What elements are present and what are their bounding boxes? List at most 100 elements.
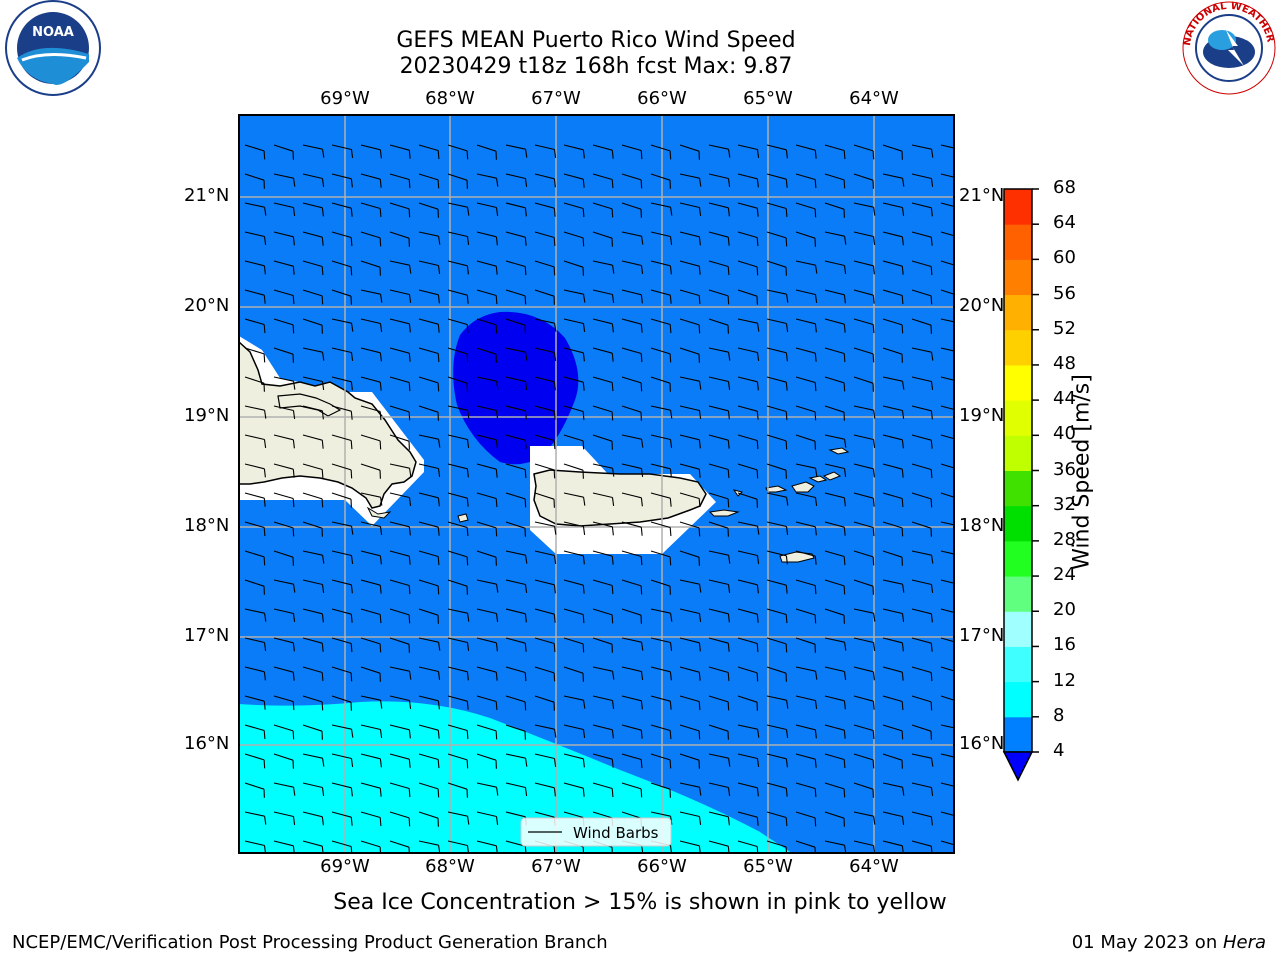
wind-barb [824,231,847,245]
wind-barb [592,695,615,710]
wind-barb [621,579,643,595]
wind-barb [650,666,672,681]
colorbar-segment [1004,646,1032,683]
colorbar-tick-label: 64 [1053,212,1076,234]
wind-barb [621,521,643,536]
wind-barb [447,347,469,363]
wind-barb [679,173,702,187]
wind-barb [853,434,876,449]
wind-barb [853,608,876,622]
wind-barb [476,260,498,275]
wind-barb [476,173,499,187]
wind-barb [418,173,440,189]
wind-barb [766,405,788,421]
wind-barb [679,289,701,305]
wind-barb [418,666,441,681]
wind-barb [824,405,845,421]
wind-barb [592,463,615,477]
wind-barb [360,173,382,188]
wind-barb [911,608,933,623]
wind-barb [563,753,585,768]
wind-barb [940,376,954,383]
wind-barb [650,608,673,622]
wind-barb [244,347,266,363]
wind-barb [273,637,295,652]
wind-barb [563,173,585,188]
wind-barb [882,376,905,390]
wind-barb [563,695,586,709]
wind-barb [476,144,497,160]
colorbar-tick-label: 4 [1053,740,1065,761]
wind-barb [650,492,672,507]
wind-barb [679,608,702,623]
wind-barb [360,608,382,624]
wind-barb [737,260,759,276]
wind-barb [273,753,294,769]
wind-barb [592,231,613,247]
footer-left: NCEP/EMC/Verification Post Processing Pr… [12,932,608,953]
wind-barb [940,260,954,268]
wind-barb [911,173,934,188]
wind-barb [679,405,702,420]
wind-barb [679,376,702,390]
wind-barb [505,608,527,623]
wind-barb [708,550,731,564]
wind-barb [795,173,817,189]
wind-barb [650,434,673,449]
wind-barb [621,289,643,304]
wind-barb [244,579,265,595]
wind-barb [273,376,296,390]
wind-barb [795,347,817,362]
wind-barb [853,144,875,160]
wind-barb [273,202,296,217]
wind-barb [244,144,266,160]
wind-barb [505,289,527,305]
wind-barb [302,666,324,682]
footer-host: Hera [1222,932,1266,953]
wind-barb [331,463,353,479]
wind-barb [302,173,325,188]
high-wind-region [239,701,792,853]
wind-barb [911,376,934,391]
wind-barb [505,492,527,508]
wind-barb [273,260,295,275]
wind-barb [824,289,846,304]
wind-barb [418,144,440,160]
wind-barb [273,289,295,305]
wind-barb [882,434,904,449]
wind-barb [766,550,788,565]
wind-barb [621,550,643,566]
wind-barb [244,318,266,334]
wind-barb [766,695,789,709]
wind-barb [244,463,266,478]
wind-barb [737,173,759,188]
wind-barb [592,347,614,362]
wind-barb [476,492,498,508]
wind-barb [447,463,469,478]
wind-barb [795,231,816,247]
wind-barb [940,405,954,412]
wind-barb [302,753,325,767]
wind-barb [302,724,323,740]
wind-barb [273,550,294,566]
wind-barb [389,666,412,680]
wind-barb [447,173,468,189]
wind-barb [592,376,614,392]
colorbar-segment [1004,259,1032,296]
wind-barb [447,405,470,419]
wind-barb [360,695,383,709]
wind-barb [302,550,325,564]
wind-barb [360,202,382,218]
wind-barb [592,608,614,624]
wind-barb [795,260,818,274]
wind-barb [563,521,586,536]
wind-barb [476,202,499,217]
wind-barb [418,376,440,392]
wind-barb [244,637,267,652]
wind-barb [766,202,788,218]
wind-barb [766,492,789,506]
colorbar-tick-label: 8 [1053,704,1065,726]
wind-barb [737,405,759,420]
graticule [239,115,954,853]
wind-barb [708,608,730,623]
